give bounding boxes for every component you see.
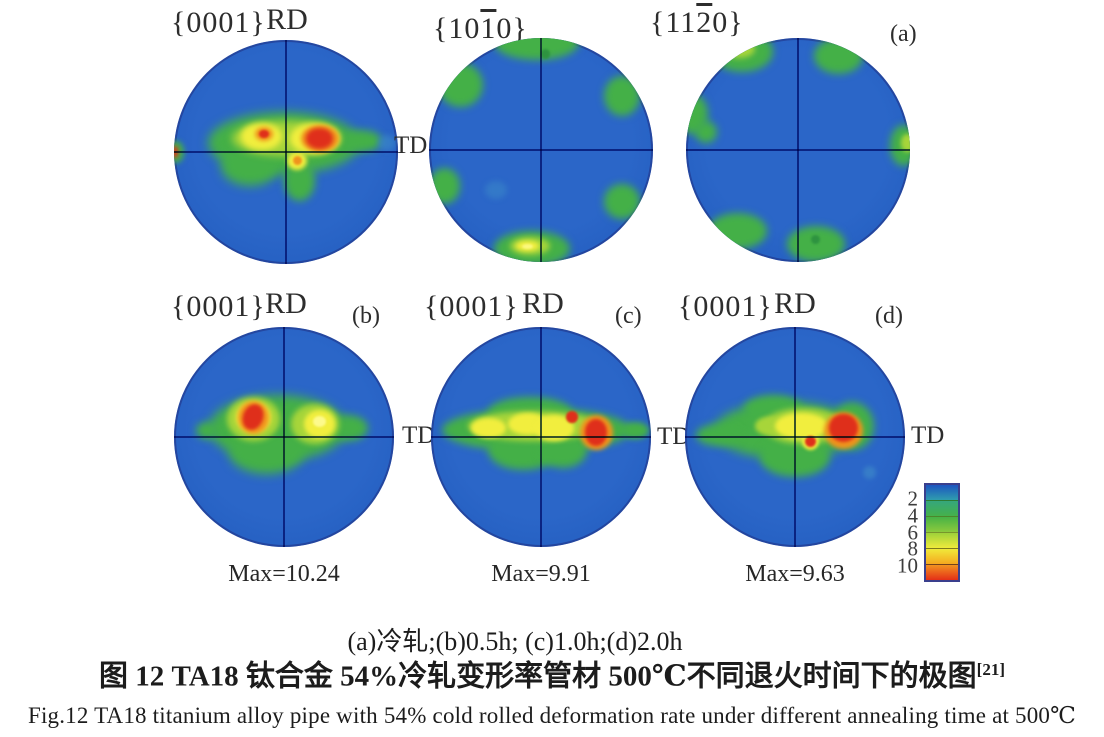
horizontal-crosshair xyxy=(429,149,653,151)
caption-english-title: Fig.12 TA18 titanium alloy pipe with 54%… xyxy=(27,703,1077,728)
plane-label-0001-c: {0001} xyxy=(424,290,519,323)
horizontal-crosshair xyxy=(685,436,905,438)
panel-tag-d: (d) xyxy=(875,303,903,329)
intensity-blob xyxy=(901,134,910,153)
intensity-blob xyxy=(566,411,578,423)
colorbar-segment xyxy=(926,516,958,532)
td-axis-label: TD xyxy=(657,423,691,450)
intensity-blob xyxy=(694,120,718,144)
intensity-blob xyxy=(724,40,756,59)
intensity-blobs xyxy=(685,327,905,547)
rd-axis-label: RD xyxy=(774,287,816,320)
intensity-blob xyxy=(258,130,269,139)
intensity-blob xyxy=(863,465,877,479)
pole-figure-0001-2p0h xyxy=(685,327,905,547)
rd-axis-label: RD xyxy=(265,287,307,320)
td-axis-label: TD xyxy=(911,422,945,449)
pole-figure-1120-cold-rolled xyxy=(686,38,910,262)
intensity-blob xyxy=(196,421,218,440)
colorbar-tick-label: 10 xyxy=(897,553,918,577)
max-intensity-label-d: Max=9.63 xyxy=(745,561,845,587)
pole-figure-0001-0p5h xyxy=(174,327,394,547)
intensity-blob xyxy=(622,421,649,440)
plane-label-0001-d: {0001} xyxy=(678,290,773,323)
panel-tag-a: (a) xyxy=(890,21,917,47)
colorbar-tick-label: 6 xyxy=(907,520,919,544)
colorbar-segment xyxy=(926,548,958,564)
td-axis-label: TD xyxy=(402,422,436,449)
intensity-blob xyxy=(437,62,483,108)
panel-tag-c: (c) xyxy=(615,303,642,329)
colorbar-segment xyxy=(926,532,958,548)
intensity-blob xyxy=(540,48,551,59)
rd-axis-label: RD xyxy=(266,3,308,36)
intensity-blob xyxy=(829,413,858,443)
intensity-blobs xyxy=(686,38,910,262)
colorbar-tick-label: 2 xyxy=(907,486,919,511)
intensity-blob xyxy=(786,226,846,262)
intensity-blob xyxy=(603,76,640,117)
pole-figure-0001-cold-rolled xyxy=(174,40,398,264)
intensity-blob xyxy=(811,235,821,245)
max-intensity-label-b: Max=10.24 xyxy=(228,561,340,587)
intensity-blob xyxy=(804,435,816,447)
intensity-blob xyxy=(292,156,302,166)
intensity-blob xyxy=(585,419,607,446)
intensity-blob xyxy=(775,412,828,440)
intensity-blob xyxy=(813,38,863,74)
intensity-blob xyxy=(708,212,767,249)
intensity-blob xyxy=(493,38,580,61)
intensity-blob xyxy=(755,417,782,435)
max-intensity-label-c: Max=9.91 xyxy=(491,561,591,587)
intensity-blob xyxy=(377,135,396,151)
colorbar-segment xyxy=(926,485,958,500)
pole-figure-0001-1p0h xyxy=(431,327,651,547)
intensity-blob xyxy=(342,129,383,152)
intensity-blob xyxy=(429,167,461,204)
caption-conditions: (a)冷轧;(b)0.5h; (c)1.0h;(d)2.0h xyxy=(347,627,683,656)
citation-superscript: [21] xyxy=(976,660,1005,679)
caption-chinese-title: 图 12 TA18 钛合金 54%冷轧变形率管材 500℃不同退火时间下的极图[… xyxy=(99,660,1005,693)
rd-axis-label: RD xyxy=(522,287,564,320)
pole-figure-1010-cold-rolled xyxy=(429,38,653,262)
intensity-blob xyxy=(470,418,506,439)
intensity-blob xyxy=(312,416,326,428)
intensity-blob xyxy=(485,181,508,200)
colorbar-segment xyxy=(926,564,958,580)
horizontal-crosshair xyxy=(686,149,910,151)
horizontal-crosshair xyxy=(431,436,651,438)
horizontal-crosshair xyxy=(174,436,394,438)
td-axis-label: TD xyxy=(394,132,428,159)
plane-label-0001-b: {0001} xyxy=(171,290,266,323)
colorbar-tick-labels: 2 4 6 8 10 xyxy=(880,483,920,582)
colorbar-gradient xyxy=(924,483,960,582)
colorbar-tick-label: 4 xyxy=(907,503,919,528)
plane-label-0001-a: {0001} xyxy=(171,6,266,39)
colorbar-segment xyxy=(926,500,958,516)
colorbar-tick-label: 8 xyxy=(907,536,919,561)
intensity-blob xyxy=(521,243,534,249)
intensity-blob xyxy=(696,423,740,446)
panel-tag-b: (b) xyxy=(352,303,380,329)
intensity-blobs xyxy=(429,38,653,262)
intensity-blob xyxy=(306,128,334,149)
horizontal-crosshair xyxy=(174,151,398,153)
intensity-blob xyxy=(603,183,640,220)
plane-label-1120: {1120} xyxy=(650,6,744,39)
